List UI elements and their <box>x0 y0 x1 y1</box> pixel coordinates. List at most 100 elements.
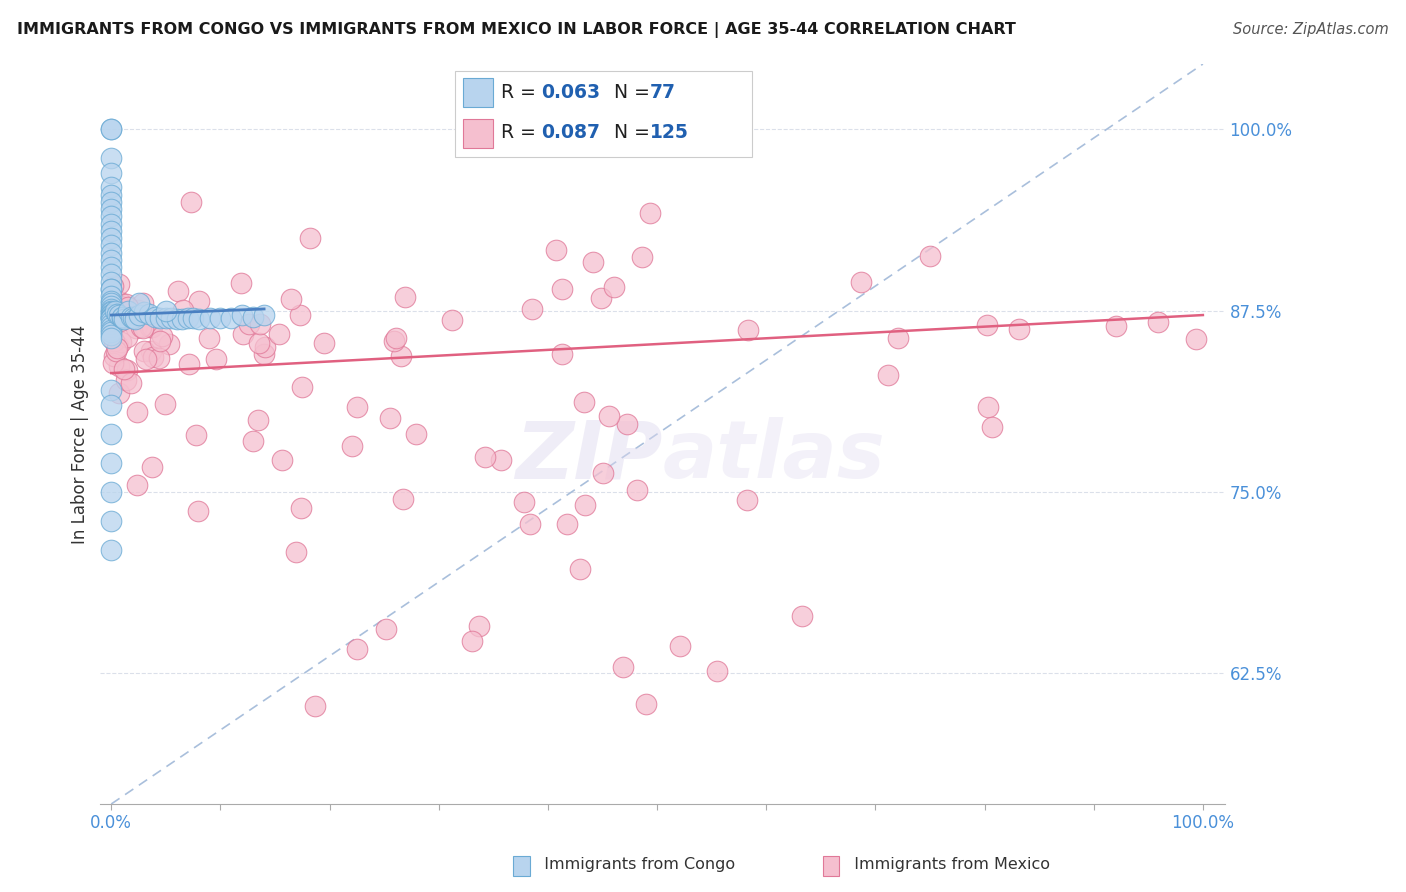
Point <box>181 310 204 325</box>
Point <box>172 302 194 317</box>
Point <box>100 152 122 166</box>
Point <box>100 299 122 313</box>
Point <box>100 303 122 318</box>
Point <box>108 314 131 328</box>
Y-axis label: In Labor Force | Age 35-44: In Labor Force | Age 35-44 <box>72 325 89 543</box>
Point <box>291 380 314 394</box>
Point <box>160 310 183 325</box>
Point <box>115 329 138 343</box>
Point <box>198 331 221 345</box>
Point <box>127 303 149 318</box>
Point <box>141 459 163 474</box>
Point <box>100 296 122 310</box>
Text: ZIP: ZIP <box>515 417 662 495</box>
Point <box>172 312 194 326</box>
Point <box>132 320 155 334</box>
Point <box>1185 332 1208 346</box>
Point <box>167 284 190 298</box>
Point <box>253 347 276 361</box>
Point <box>186 503 208 517</box>
Point <box>112 312 135 326</box>
Point <box>602 280 624 294</box>
Point <box>737 323 759 337</box>
Point <box>125 478 148 492</box>
Point <box>285 545 308 559</box>
Point <box>100 314 122 328</box>
Point <box>555 516 578 531</box>
Point <box>389 349 412 363</box>
Point <box>101 279 124 293</box>
Point <box>572 394 595 409</box>
Point <box>977 400 1000 414</box>
Point <box>112 362 135 376</box>
Point <box>546 243 568 257</box>
Point <box>100 310 122 324</box>
Point <box>612 660 634 674</box>
Point <box>122 310 145 325</box>
Point <box>1105 319 1128 334</box>
Point <box>375 622 398 636</box>
Point <box>100 293 122 308</box>
Point <box>253 308 276 322</box>
Point <box>128 296 150 310</box>
Point <box>385 331 408 345</box>
Point <box>592 467 614 481</box>
Point <box>100 308 122 322</box>
Point <box>132 305 155 319</box>
Point <box>153 397 176 411</box>
Point <box>101 321 124 335</box>
Point <box>269 326 291 341</box>
Point <box>111 310 134 324</box>
Point <box>598 409 620 423</box>
Point <box>346 400 368 414</box>
Point <box>100 187 122 202</box>
Point <box>568 562 591 576</box>
Point <box>346 641 368 656</box>
Point <box>198 310 221 325</box>
Point <box>105 341 128 355</box>
Point <box>148 351 170 365</box>
Point <box>100 202 122 216</box>
Point <box>100 326 122 340</box>
Point <box>100 217 122 231</box>
Point <box>100 305 122 319</box>
Point <box>100 289 122 303</box>
Text: Immigrants from Congo: Immigrants from Congo <box>534 857 735 872</box>
Point <box>280 292 302 306</box>
Point <box>247 335 270 350</box>
Point <box>132 296 155 310</box>
Point <box>108 299 131 313</box>
Point <box>117 303 139 318</box>
Point <box>166 312 188 326</box>
Point <box>513 495 536 509</box>
Point <box>474 450 496 464</box>
Point <box>139 343 162 358</box>
Text: atlas: atlas <box>662 417 886 495</box>
Point <box>100 268 122 282</box>
Point <box>631 250 654 264</box>
Point <box>100 302 122 317</box>
Point <box>100 210 122 224</box>
Point <box>232 326 254 341</box>
Point <box>100 194 122 209</box>
Point <box>111 310 134 325</box>
Point <box>100 245 122 260</box>
Point <box>104 343 127 358</box>
Point <box>141 319 163 334</box>
Point <box>115 297 138 311</box>
Point <box>312 336 335 351</box>
Point <box>100 282 122 296</box>
Point <box>100 282 122 296</box>
Point <box>100 307 122 321</box>
Point <box>143 310 166 324</box>
Point <box>100 224 122 238</box>
Point <box>125 405 148 419</box>
Point <box>108 277 131 291</box>
Point <box>108 308 131 322</box>
Point <box>120 310 142 324</box>
Point <box>100 260 122 275</box>
Point <box>125 320 148 334</box>
Point <box>115 373 138 387</box>
Point <box>253 340 276 354</box>
Point <box>849 276 872 290</box>
